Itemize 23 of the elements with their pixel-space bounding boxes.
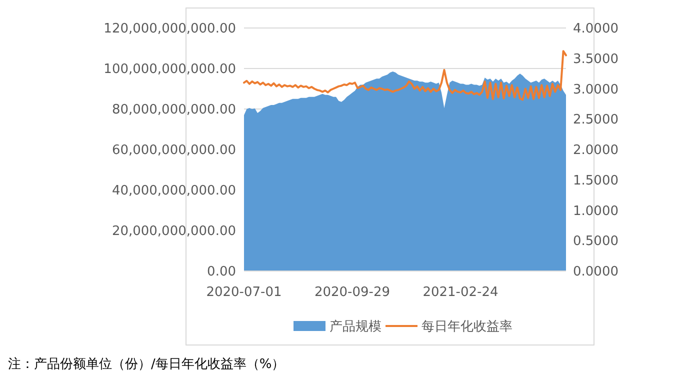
legend-label: 每日年化收益率 <box>422 318 512 335</box>
y2-tick-label: 3.5000 <box>573 52 618 67</box>
y2-tick-label: 4.0000 <box>573 22 618 37</box>
text: 注：产品份额单位（份）/每日年化收益率（%） <box>8 356 285 372</box>
y-tick-label: 120,000,000,000.00 <box>104 22 236 37</box>
y2-tick-label: 2.5000 <box>573 112 618 128</box>
y2-tick-label: 0.5000 <box>573 234 618 250</box>
y-tick-label: 100,000,000,000.00 <box>104 62 236 78</box>
x-tick-label: 2020-07-01 <box>206 285 282 300</box>
y-tick-label: 60,000,000,000.00 <box>112 143 236 158</box>
y-tick-label: 0.00 <box>207 264 236 280</box>
y2-tick-label: 1.5000 <box>573 173 618 188</box>
y2-tick-label: 1.0000 <box>573 204 618 219</box>
x-tick-label: 2021-02-24 <box>422 285 498 300</box>
legend-label: 产品规模 <box>330 320 382 335</box>
y2-tick-label: 0.0000 <box>573 264 618 280</box>
x-tick-label: 2020-09-29 <box>314 285 390 300</box>
line-series <box>243 50 567 101</box>
y2-tick-label: 3.0000 <box>573 82 618 98</box>
y2-tick-label: 2.0000 <box>573 143 618 158</box>
y-tick-label: 80,000,000,000.00 <box>112 102 236 118</box>
y-tick-label: 40,000,000,000.00 <box>112 184 236 199</box>
y-tick-label: 20,000,000,000.00 <box>112 224 236 240</box>
